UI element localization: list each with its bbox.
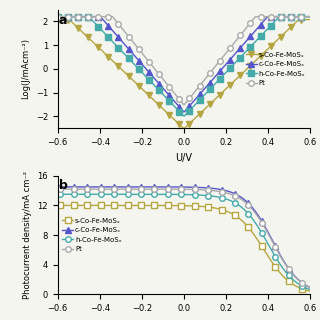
h-Co-Fe-MoSₓ [56,15,60,19]
s-Co-Fe-MoSₓ [204,205,208,209]
Pt [207,72,211,76]
Pt [56,15,60,19]
Line: h-Co-Fe-MoSₓ: h-Co-Fe-MoSₓ [44,191,317,294]
h-Co-Fe-MoSₓ [313,289,316,293]
c-Co-Fe-MoSₓ [206,83,210,87]
Line: Pt: Pt [55,14,313,107]
c-Co-Fe-MoSₓ [209,186,213,190]
Pt [206,73,210,77]
c-Co-Fe-MoSₓ [57,15,60,19]
X-axis label: U/V: U/V [175,153,193,163]
c-Co-Fe-MoSₓ [46,185,50,189]
Y-axis label: Log(J/mAcm⁻²): Log(J/mAcm⁻²) [21,38,30,100]
c-Co-Fe-MoSₓ [45,185,49,189]
s-Co-Fe-MoSₓ [286,28,290,32]
Pt [286,15,290,19]
s-Co-Fe-MoSₓ [211,99,215,103]
Pt [271,240,275,244]
h-Co-Fe-MoSₓ [211,84,215,88]
c-Co-Fe-MoSₓ [182,110,186,114]
c-Co-Fe-MoSₓ [271,239,275,243]
h-Co-Fe-MoSₓ [204,194,207,197]
Pt [308,15,312,19]
Pt [269,15,273,19]
Legend: s-Co-Fe-MoSₓ, c-Co-Fe-MoSₓ, h-Co-Fe-MoSₓ, Pt: s-Co-Fe-MoSₓ, c-Co-Fe-MoSₓ, h-Co-Fe-MoSₓ… [245,50,307,88]
h-Co-Fe-MoSₓ [269,23,273,27]
c-Co-Fe-MoSₓ [207,82,211,86]
s-Co-Fe-MoSₓ [45,204,49,207]
Line: h-Co-Fe-MoSₓ: h-Co-Fe-MoSₓ [55,14,313,119]
h-Co-Fe-MoSₓ [182,114,186,118]
Pt [209,188,213,192]
s-Co-Fe-MoSₓ [313,290,316,294]
Pt [182,103,186,107]
s-Co-Fe-MoSₓ [269,44,273,47]
Pt [204,188,207,192]
h-Co-Fe-MoSₓ [209,194,213,198]
h-Co-Fe-MoSₓ [206,89,210,93]
s-Co-Fe-MoSₓ [57,18,60,21]
s-Co-Fe-MoSₓ [56,18,60,21]
s-Co-Fe-MoSₓ [206,104,210,108]
c-Co-Fe-MoSₓ [269,15,273,19]
Pt [57,15,60,19]
Pt [313,287,316,291]
c-Co-Fe-MoSₓ [204,186,208,190]
Line: c-Co-Fe-MoSₓ: c-Co-Fe-MoSₓ [55,14,313,115]
c-Co-Fe-MoSₓ [204,186,207,190]
s-Co-Fe-MoSₓ [271,261,275,265]
s-Co-Fe-MoSₓ [204,205,207,209]
h-Co-Fe-MoSₓ [45,192,49,196]
Text: a: a [59,14,67,27]
Line: s-Co-Fe-MoSₓ: s-Co-Fe-MoSₓ [44,203,317,295]
c-Co-Fe-MoSₓ [286,15,290,19]
Pt [288,268,292,272]
s-Co-Fe-MoSₓ [46,204,50,207]
h-Co-Fe-MoSₓ [308,15,312,19]
s-Co-Fe-MoSₓ [209,205,213,209]
Text: b: b [59,180,68,192]
Pt [211,67,215,71]
s-Co-Fe-MoSₓ [288,280,292,284]
h-Co-Fe-MoSₓ [271,250,275,254]
s-Co-Fe-MoSₓ [207,103,211,107]
Y-axis label: Photocurrent density/mA cm⁻²: Photocurrent density/mA cm⁻² [23,171,32,299]
h-Co-Fe-MoSₓ [286,15,290,19]
Legend: s-Co-Fe-MoSₓ, c-Co-Fe-MoSₓ, h-Co-Fe-MoSₓ, Pt: s-Co-Fe-MoSₓ, c-Co-Fe-MoSₓ, h-Co-Fe-MoSₓ… [61,216,123,254]
h-Co-Fe-MoSₓ [288,275,292,278]
Line: Pt: Pt [44,186,317,292]
Pt [204,188,208,192]
Pt [45,187,49,191]
s-Co-Fe-MoSₓ [182,126,186,130]
Pt [46,187,50,191]
c-Co-Fe-MoSₓ [313,287,316,291]
h-Co-Fe-MoSₓ [46,192,50,196]
Line: s-Co-Fe-MoSₓ: s-Co-Fe-MoSₓ [55,17,313,131]
c-Co-Fe-MoSₓ [211,77,215,81]
c-Co-Fe-MoSₓ [308,15,312,19]
h-Co-Fe-MoSₓ [57,15,60,19]
c-Co-Fe-MoSₓ [288,268,292,272]
Line: c-Co-Fe-MoSₓ: c-Co-Fe-MoSₓ [44,184,317,292]
s-Co-Fe-MoSₓ [308,18,312,21]
h-Co-Fe-MoSₓ [207,88,211,92]
c-Co-Fe-MoSₓ [56,15,60,19]
h-Co-Fe-MoSₓ [204,194,208,197]
